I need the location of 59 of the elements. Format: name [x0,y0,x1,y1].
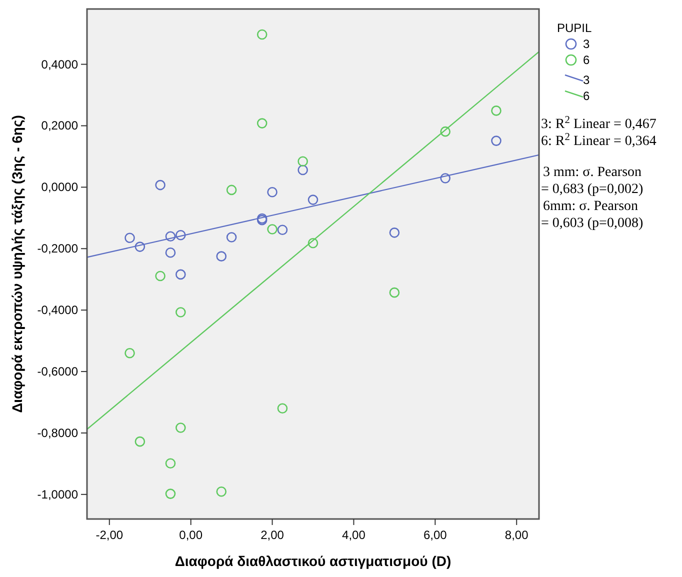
x-tick-label: 4,00 [342,528,366,542]
point [216,486,227,497]
y-tick-label: -0,2000 [37,242,78,256]
point [226,232,237,242]
point [298,156,308,167]
text: 6mm: σ. Pearson = 0,603 (p=0,008) [541,199,644,231]
y-tick-label: 0,2000 [41,118,78,133]
point [298,164,308,176]
y-tick-label: -0,8000 [37,426,78,440]
point [389,287,400,298]
point [216,251,227,262]
x-tick-label: 6,00 [423,528,448,542]
legend-label: 6 [583,53,590,67]
legend-label: 3 [583,73,590,87]
y-tick-label: 0,0000 [41,180,78,194]
point [267,186,278,198]
point [176,230,186,240]
point [155,270,166,282]
point [308,194,318,205]
point [134,242,146,252]
point [165,247,176,258]
y-tick-label: -1,0000 [37,487,78,502]
point [134,436,146,447]
text: 6: R$^{2}$ Linear = 0,364 [541,132,656,149]
point [165,488,176,499]
y-tick-label: 0,4000 [41,57,78,72]
legend-title: PUPIL [557,21,592,35]
point [124,348,135,358]
x-tick-label: 2,00 [260,528,284,542]
point [277,224,288,236]
x-tick-label: 8,00 [504,528,529,542]
y-tick-label: -0,4000 [37,303,78,318]
point [267,224,278,234]
y-tick-label: -0,6000 [37,364,78,379]
legend-label: 3 [583,37,590,51]
x-axis-title: Διαφορά διαθλαστικού αστιγματισμού (D) [174,553,452,569]
point [155,180,166,190]
point [165,231,176,242]
point [491,106,502,116]
point [308,238,318,248]
point [491,136,502,146]
point [165,458,176,469]
point [124,232,135,244]
x-tick-label: -2,00 [96,528,124,542]
point [440,173,450,184]
point [256,118,268,128]
x-tick-label: 0,00 [179,528,203,542]
y-axis-title: Διαφορά εκτροπών υψηλής τάξης (3ης - 6ης) [9,115,25,413]
point [176,269,186,280]
point [226,184,237,196]
point [277,403,288,414]
point [176,307,186,318]
point [389,228,400,238]
point [256,29,268,40]
point [176,422,186,433]
text: 3: R$^{2}$ Linear = 0,467 [541,114,656,132]
text: 3 mm: σ. Pearson = 0,683 (p=0,002) [541,165,644,197]
point [440,126,450,137]
legend-label: 6 [583,89,590,103]
